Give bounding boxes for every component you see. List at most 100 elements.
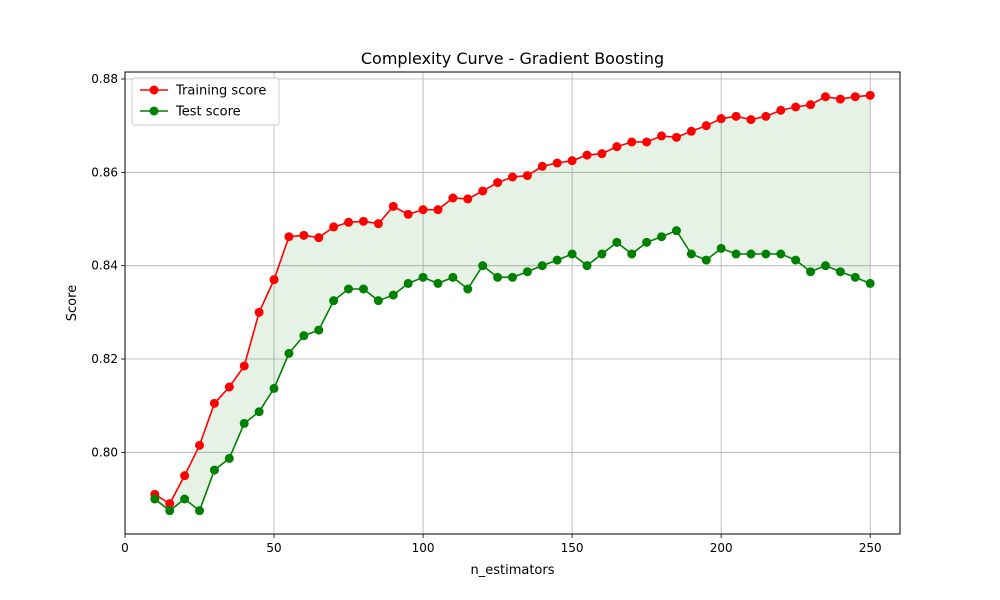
test-score-point <box>209 465 219 475</box>
training-score-point <box>433 205 443 215</box>
training-score-point <box>761 111 771 121</box>
training-score-point <box>344 217 354 227</box>
test-score-point <box>522 267 532 277</box>
test-score-point <box>686 249 696 259</box>
test-score-point <box>388 290 398 300</box>
training-score-point <box>820 92 830 102</box>
legend-test-score-marker <box>149 106 159 116</box>
test-score-point <box>224 453 234 463</box>
test-score-point <box>776 249 786 259</box>
test-score-point <box>358 284 368 294</box>
training-score-point <box>865 90 875 100</box>
legend-training-score-label: Training score <box>175 84 266 99</box>
training-score-point <box>731 111 741 121</box>
y-tick-label: 0.84 <box>91 259 118 273</box>
x-tick-label: 0 <box>121 541 129 555</box>
training-score-point <box>314 233 324 243</box>
legend: Training score Test score <box>131 77 280 126</box>
training-score-point <box>209 398 219 408</box>
training-score-point <box>686 126 696 136</box>
legend-training-score-marker <box>149 85 159 95</box>
training-score-point <box>373 219 383 229</box>
training-score-point <box>478 186 488 196</box>
training-score-point <box>463 194 473 204</box>
test-score-point <box>150 494 160 504</box>
x-tick-label: 100 <box>412 541 435 555</box>
test-score-point <box>716 243 726 253</box>
training-score-point <box>791 102 801 112</box>
training-score-point <box>597 149 607 159</box>
training-score-point <box>329 222 339 232</box>
training-score-point <box>493 178 503 188</box>
x-axis-label: n_estimators <box>470 563 554 578</box>
test-score-point <box>731 249 741 259</box>
legend-box <box>131 77 280 126</box>
training-score-point <box>388 201 398 211</box>
training-score-point <box>642 137 652 147</box>
x-tick-label: 150 <box>561 541 584 555</box>
test-score-point <box>835 267 845 277</box>
test-score-point <box>657 232 667 242</box>
training-score-point <box>746 115 756 125</box>
test-score-point <box>373 296 383 306</box>
test-score-point <box>478 261 488 271</box>
training-score-point <box>627 137 637 147</box>
training-score-point <box>835 94 845 104</box>
training-score-point <box>508 172 517 182</box>
y-tick-label: 0.86 <box>91 165 118 179</box>
training-score-point <box>180 471 190 481</box>
training-score-point <box>612 142 622 152</box>
test-score-point <box>597 249 607 259</box>
test-score-point <box>493 272 503 282</box>
grid-lines <box>124 72 900 534</box>
training-score-point <box>537 161 547 171</box>
training-score-point <box>448 193 458 203</box>
test-score-point <box>791 255 801 265</box>
x-tick-label: 50 <box>266 541 281 555</box>
training-score-point <box>701 121 711 131</box>
test-score-point <box>165 506 175 516</box>
plot-area-frame <box>124 71 901 535</box>
training-score-point <box>850 92 860 102</box>
test-score-point <box>314 325 324 335</box>
training-score-point <box>239 361 249 371</box>
test-score-point <box>254 407 264 417</box>
test-score-point <box>642 237 652 247</box>
test-score-point <box>299 331 309 341</box>
test-score-point <box>761 249 771 259</box>
test-score-point <box>329 296 339 306</box>
test-score-point <box>403 278 413 288</box>
test-score-point <box>567 249 577 259</box>
test-score-point <box>537 261 547 271</box>
test-score-point <box>627 249 637 259</box>
test-score-point <box>865 278 875 288</box>
chart-title: Complexity Curve - Gradient Boosting <box>361 49 664 68</box>
test-score-point <box>433 278 443 288</box>
test-score-point <box>448 272 458 282</box>
legend-test-score-label: Test score <box>175 105 241 120</box>
training-score-point <box>776 105 786 115</box>
training-score-point <box>716 114 726 124</box>
test-score-point <box>671 226 681 236</box>
test-score-point <box>552 255 562 265</box>
training-score-point <box>806 100 816 110</box>
test-score-point <box>820 261 830 271</box>
axis-ticks: 0 50 100 150 200 250 0.80 0.82 0.84 0.86 0.88 <box>91 72 881 555</box>
test-score-point <box>850 272 860 282</box>
y-tick-label: 0.80 <box>91 445 118 459</box>
test-score-point <box>612 237 622 247</box>
training-score-point <box>224 382 234 392</box>
test-score-point <box>508 272 517 282</box>
x-tick-label: 200 <box>710 541 733 555</box>
test-score-point <box>239 418 249 428</box>
training-score-point <box>165 499 175 509</box>
training-score-point <box>269 275 279 285</box>
training-score-point <box>254 307 264 317</box>
test-score-point <box>746 249 756 259</box>
training-score-point <box>522 171 532 181</box>
test-score-point <box>195 506 205 516</box>
test-score-point <box>269 383 279 393</box>
x-tick-label: 250 <box>859 541 882 555</box>
training-score-point <box>358 216 368 226</box>
